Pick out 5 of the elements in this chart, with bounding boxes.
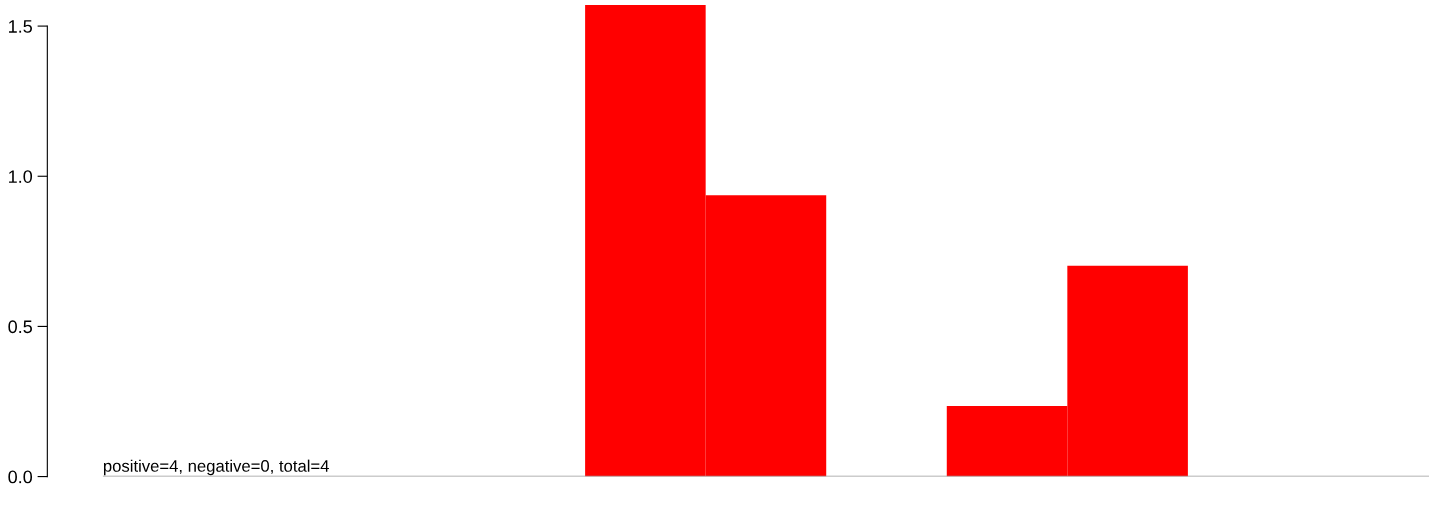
annotation: positive=4, negative=0, total=4 xyxy=(103,459,329,476)
y-tick-label: 0.0 xyxy=(8,470,33,484)
y-tick-label: 1.5 xyxy=(9,20,32,33)
y-tick-label: 0.5 xyxy=(8,320,32,334)
y-tick-label: 1.0 xyxy=(9,170,33,183)
